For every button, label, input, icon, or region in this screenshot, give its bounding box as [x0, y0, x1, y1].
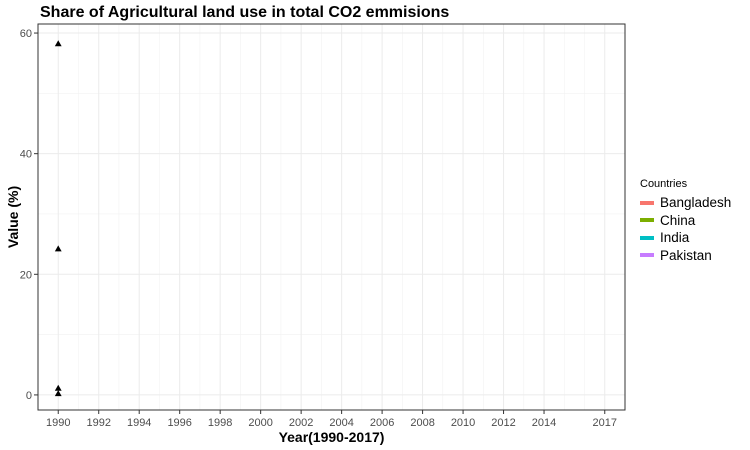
legend-label: Pakistan — [660, 247, 712, 263]
x-tick-label: 2017 — [593, 417, 617, 429]
legend-item: China — [640, 212, 731, 230]
x-tick-label: 2008 — [410, 417, 434, 429]
x-tick-label: 2012 — [491, 417, 515, 429]
legend-title: Countries — [640, 178, 688, 190]
legend-swatch — [640, 235, 654, 240]
data-point — [54, 384, 62, 391]
gridlines — [37, 24, 626, 410]
data-point — [54, 245, 62, 252]
chart-title: Share of Agricultural land use in total … — [40, 4, 450, 21]
legend-swatch — [640, 253, 654, 258]
data-point — [54, 40, 62, 47]
plot-panel — [38, 24, 625, 410]
axes: 1990 1992 1994 1996 1998 2000 2002 2004 2006 2008… — [20, 28, 617, 429]
y-axis-title: Value (%) — [5, 186, 21, 248]
x-axis-title: Year(1990-2017) — [279, 429, 385, 445]
x-tick-label: 2004 — [329, 417, 353, 429]
plot-border — [37, 23, 626, 411]
x-tick-label: 2014 — [532, 417, 556, 429]
legend-items: Bangladesh China India Pakistan — [640, 194, 731, 264]
data-point — [54, 390, 62, 397]
x-tick-label: 1998 — [208, 417, 232, 429]
legend-item: Pakistan — [640, 247, 731, 265]
x-tick-label: 2006 — [370, 417, 394, 429]
legend-label: Bangladesh — [660, 195, 732, 211]
x-tick-label: 2000 — [248, 417, 272, 429]
y-tick-label: 40 — [20, 149, 32, 161]
x-tick-label: 2002 — [289, 417, 313, 429]
data-points — [54, 40, 62, 397]
x-tick-label: 2010 — [451, 417, 475, 429]
y-tick-label: 0 — [26, 390, 32, 402]
legend-swatch — [640, 200, 654, 205]
legend-label: China — [660, 212, 696, 228]
x-tick-label: 1996 — [167, 417, 191, 429]
legend-swatch — [640, 218, 654, 223]
legend: Countries Bangladesh China India Pakistan — [640, 178, 731, 264]
legend-label: India — [660, 230, 690, 246]
legend-item: Bangladesh — [640, 194, 731, 212]
x-tick-label: 1990 — [46, 417, 70, 429]
x-tick-label: 1994 — [127, 417, 151, 429]
y-tick-label: 60 — [20, 28, 32, 40]
x-tick-label: 1992 — [86, 417, 110, 429]
y-tick-label: 20 — [20, 269, 32, 281]
legend-item: India — [640, 229, 731, 247]
